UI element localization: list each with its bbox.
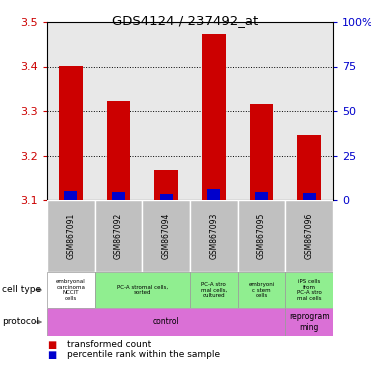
- Bar: [285, 200, 333, 272]
- Text: PC-A stro
mal cells,
cultured: PC-A stro mal cells, cultured: [201, 282, 227, 298]
- Bar: [95, 272, 190, 308]
- Bar: [285, 272, 333, 308]
- Text: GSM867093: GSM867093: [209, 213, 218, 259]
- Text: GSM867096: GSM867096: [305, 213, 313, 259]
- Bar: [238, 200, 285, 272]
- Bar: [47, 308, 285, 336]
- Text: transformed count: transformed count: [68, 340, 152, 349]
- Text: GSM867091: GSM867091: [66, 213, 75, 259]
- Bar: [64, 191, 78, 200]
- Bar: [112, 192, 125, 200]
- Text: embryonal
carcinoma
NCCIT
cells: embryonal carcinoma NCCIT cells: [56, 280, 86, 301]
- Bar: [303, 193, 316, 200]
- Text: embryoni
c stem
cells: embryoni c stem cells: [248, 282, 275, 298]
- Text: cell type: cell type: [2, 285, 41, 295]
- Bar: [59, 66, 83, 200]
- Bar: [190, 200, 238, 272]
- Bar: [142, 200, 190, 272]
- Text: GSM867095: GSM867095: [257, 213, 266, 259]
- Text: iPS cells
from
PC-A stro
mal cells: iPS cells from PC-A stro mal cells: [297, 280, 322, 301]
- Text: ■: ■: [47, 349, 56, 359]
- Bar: [190, 272, 238, 308]
- Bar: [255, 192, 268, 200]
- Bar: [95, 200, 142, 272]
- Text: GSM867092: GSM867092: [114, 213, 123, 259]
- Bar: [297, 134, 321, 200]
- Bar: [207, 189, 220, 200]
- Bar: [202, 35, 226, 200]
- Bar: [47, 272, 95, 308]
- Text: GDS4124 / 237492_at: GDS4124 / 237492_at: [112, 14, 259, 27]
- Bar: [154, 170, 178, 200]
- Bar: [106, 101, 131, 200]
- Text: ■: ■: [47, 339, 56, 349]
- Text: GSM867094: GSM867094: [162, 213, 171, 259]
- Text: protocol: protocol: [2, 318, 39, 326]
- Text: percentile rank within the sample: percentile rank within the sample: [68, 350, 220, 359]
- Text: reprogram
ming: reprogram ming: [289, 312, 329, 332]
- Bar: [47, 200, 95, 272]
- Bar: [285, 308, 333, 336]
- Bar: [250, 104, 273, 200]
- Bar: [238, 272, 285, 308]
- Bar: [160, 194, 173, 200]
- Text: control: control: [153, 318, 180, 326]
- Text: PC-A stromal cells,
sorted: PC-A stromal cells, sorted: [117, 285, 168, 295]
